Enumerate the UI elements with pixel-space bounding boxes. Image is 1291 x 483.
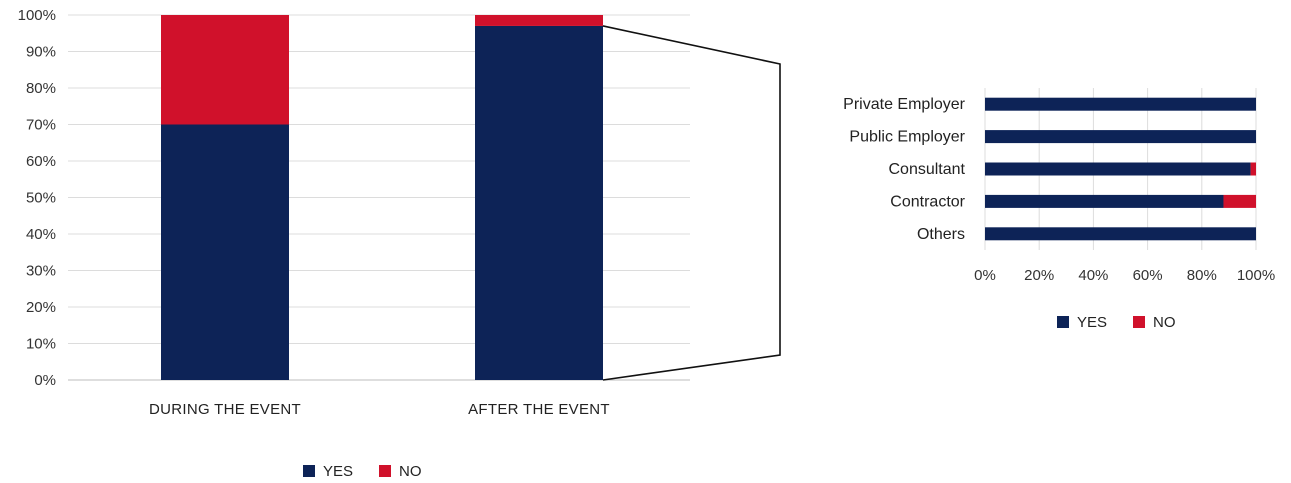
main-x-category-label: AFTER THE EVENT [468,401,610,418]
breakdown-chart-bars [985,97,1256,241]
zoom-connector [602,25,781,381]
main-y-tick-label: 80% [26,80,56,97]
breakdown-chart-y-axis: Private Employer Public Employer Consultan… [843,96,965,243]
breakdown-bar-public-employer-yes [985,130,1256,144]
main-x-category-label: DURING THE EVENT [149,401,301,418]
main-legend-swatch-yes [303,465,315,477]
main-chart-bars [161,15,603,380]
main-bar-during-the-event-yes [161,124,289,380]
main-legend-swatch-no [379,465,391,477]
main-legend-label-yes: YES [323,463,353,480]
breakdown-x-tick-label: 80% [1187,267,1217,284]
breakdown-x-tick-label: 40% [1078,267,1108,284]
breakdown-chart-legend: YES NO [1057,314,1176,331]
main-y-tick-label: 0% [34,372,56,389]
breakdown-x-tick-label: 100% [1237,267,1275,284]
breakdown-y-category-label: Contractor [890,193,965,210]
main-y-tick-label: 20% [26,299,56,316]
breakdown-bar-others-yes [985,227,1256,241]
breakdown-x-tick-label: 0% [974,267,996,284]
main-legend-label-no: NO [399,463,422,480]
zoom-connector-lines [602,25,781,381]
main-y-tick-label: 10% [26,336,56,353]
breakdown-y-category-label: Private Employer [843,96,965,113]
breakdown-bar-consultant-no [1250,162,1256,176]
main-chart-y-axis: 0% 10% 20% 30% 40% 50% 60% 70% 80% 90% 100% [18,7,56,389]
main-y-tick-label: 90% [26,44,56,61]
breakdown-legend-swatch-yes [1057,316,1069,328]
breakdown-x-tick-label: 60% [1133,267,1163,284]
breakdown-y-category-label: Public Employer [849,129,965,146]
breakdown-x-tick-label: 20% [1024,267,1054,284]
breakdown-bar-contractor-no [1223,194,1256,208]
main-bar-after-the-event-yes [475,25,603,380]
main-bar-after-the-event-no [475,15,603,26]
breakdown-legend-label-yes: YES [1077,314,1107,331]
main-y-tick-label: 100% [18,7,56,24]
main-y-tick-label: 50% [26,190,56,207]
main-bar-during-the-event-no [161,15,289,125]
breakdown-legend-swatch-no [1133,316,1145,328]
main-y-tick-label: 30% [26,263,56,280]
breakdown-y-category-label: Others [917,226,965,243]
main-chart-legend: YES NO [303,463,422,480]
breakdown-legend-label-no: NO [1153,314,1176,331]
breakdown-bar-contractor-yes [985,194,1224,208]
breakdown-bar-private-employer-yes [985,97,1256,111]
main-y-tick-label: 70% [26,117,56,134]
main-y-tick-label: 60% [26,153,56,170]
breakdown-chart-x-axis: 0% 20% 40% 60% 80% 100% [974,267,1275,284]
main-y-tick-label: 40% [26,226,56,243]
breakdown-bar-consultant-yes [985,162,1251,176]
breakdown-y-category-label: Consultant [889,161,966,178]
main-chart-x-axis: DURING THE EVENT AFTER THE EVENT [149,401,610,418]
